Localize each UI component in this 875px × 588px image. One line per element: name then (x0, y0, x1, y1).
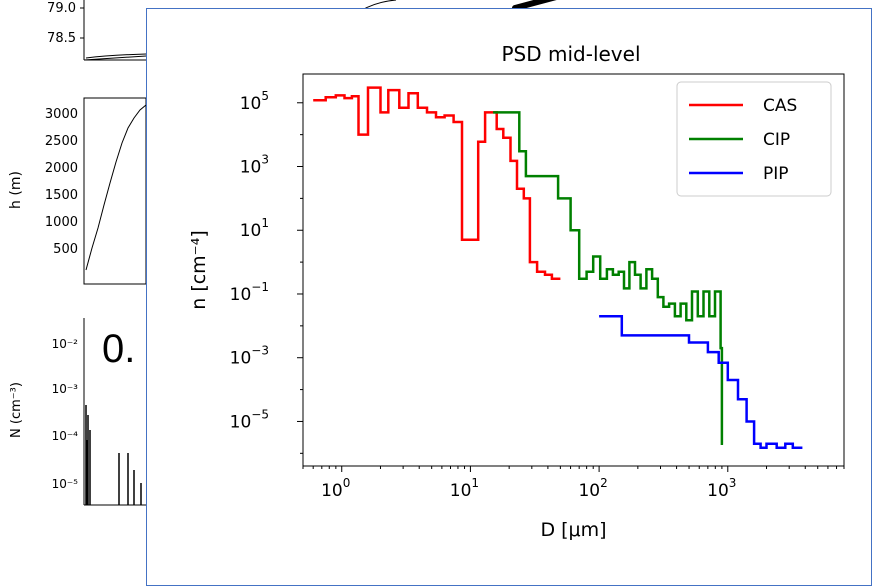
series-cas-line (313, 86, 561, 281)
n-panel-ylabel: N (cm⁻³) (9, 382, 24, 438)
h-panel-tick: 2500 (45, 134, 78, 149)
y-axis-label: n [cm⁻⁴] (188, 230, 210, 310)
y-tick-label: 101 (240, 216, 269, 241)
h-panel-ylabel: h (m) (8, 171, 24, 209)
series-cip-line (493, 111, 724, 445)
n-panel-tick: 10⁻³ (52, 382, 79, 396)
n-panel-tick: 10⁻² (52, 337, 79, 351)
h-panel-tick: 1000 (45, 215, 78, 230)
plot-frame (302, 73, 845, 467)
y-tick-label: 10−5 (230, 407, 269, 432)
series-pip-line (599, 315, 803, 449)
n-panel-tick: 10⁻⁵ (52, 477, 79, 491)
legend-box (676, 81, 832, 197)
n-panel-tick: 10⁻⁴ (52, 429, 79, 443)
chart-title: PSD mid-level (501, 42, 640, 66)
h-panel-tick: 500 (53, 242, 78, 257)
legend: CAS CIP PIP (676, 81, 832, 197)
tick-layer: 100 101 102 103 105 103 101 10−1 10−3 10−5 (230, 89, 845, 501)
x-tick-label: 103 (707, 476, 736, 501)
top-panel-tick: 78.5 (47, 31, 76, 46)
big-zero-text: 0. (102, 327, 135, 371)
h-panel-line (85, 104, 147, 271)
psd-chart: PSD mid-level 100 101 102 10310510310110−11… (188, 42, 845, 541)
h-panel-tick: 2000 (45, 161, 78, 176)
y-tick-label: 105 (240, 89, 269, 114)
n-panel-spikes (85, 405, 142, 505)
y-tick-label: 103 (240, 153, 269, 178)
h-panel-tick: 1500 (45, 188, 78, 203)
legend-label-pip: PIP (763, 164, 789, 184)
psd-overlay-box: PSD mid-level 100 101 102 103 105 103 101 10−1 1… (146, 8, 872, 586)
y-tick-label: 10−1 (230, 280, 269, 305)
legend-label-cip: CIP (763, 130, 790, 150)
x-axis-label: D [μm] (540, 519, 606, 541)
legend-label-cas: CAS (763, 96, 797, 116)
h-panel-tick: 3000 (45, 107, 78, 122)
h-panel-frame (83, 97, 147, 285)
y-tick-label: 10−3 (230, 344, 269, 369)
series-layer (313, 86, 803, 449)
x-tick-label: 102 (578, 476, 607, 501)
x-tick-label: 101 (450, 476, 479, 501)
top-panel-line (85, 53, 147, 59)
x-tick-label: 100 (321, 476, 350, 501)
top-panel-tick: 79.0 (47, 1, 76, 16)
